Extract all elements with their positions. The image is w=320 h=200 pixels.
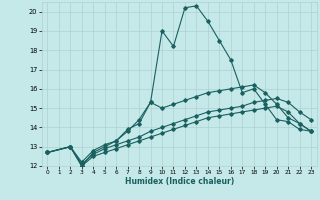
X-axis label: Humidex (Indice chaleur): Humidex (Indice chaleur) (124, 177, 234, 186)
